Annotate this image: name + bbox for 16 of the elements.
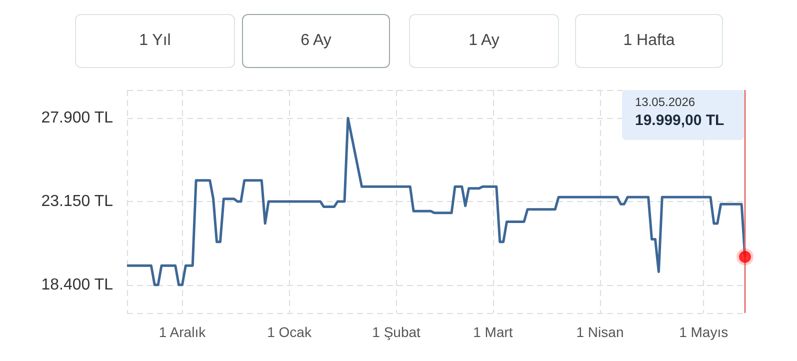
y-tick-label: 23.150 TL (41, 193, 114, 210)
range-button: 1 Ay (409, 14, 559, 68)
annotation: 19.999,00 TL (635, 112, 726, 129)
y-tick-label: 18.400 TL (41, 276, 114, 294)
x-tick-label: 1 Mayıs (679, 324, 728, 340)
x-tick-label: 1 Nisan (576, 324, 624, 340)
range-button: 6 Ay (242, 14, 390, 68)
x-tick-label: 1 Aralık (158, 324, 207, 340)
x-tick-label: 1 Ocak (267, 324, 312, 340)
range-button: 1 Hafta (575, 14, 723, 68)
range-button: 1 Yıl (75, 14, 235, 68)
x-tick-label: 1 Mart (473, 324, 513, 340)
annotation: 13.05.2026 (635, 95, 696, 109)
x-tick-label: 1 Şubat (372, 324, 421, 340)
info-box: 13.05.2026 19.999,00 TL (622, 90, 744, 140)
y-tick-label: 27.900 TL (41, 110, 114, 127)
